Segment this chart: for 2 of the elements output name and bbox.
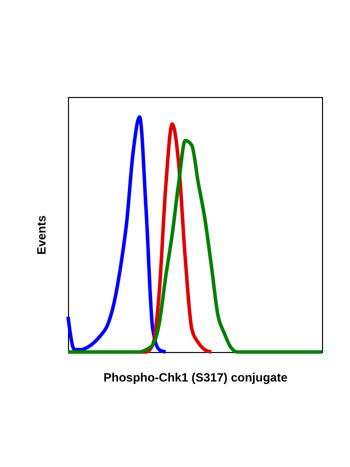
y-axis-title: Events bbox=[34, 215, 48, 255]
x-axis-title: Phospho-Chk1 (S317) conjugate bbox=[103, 370, 288, 384]
